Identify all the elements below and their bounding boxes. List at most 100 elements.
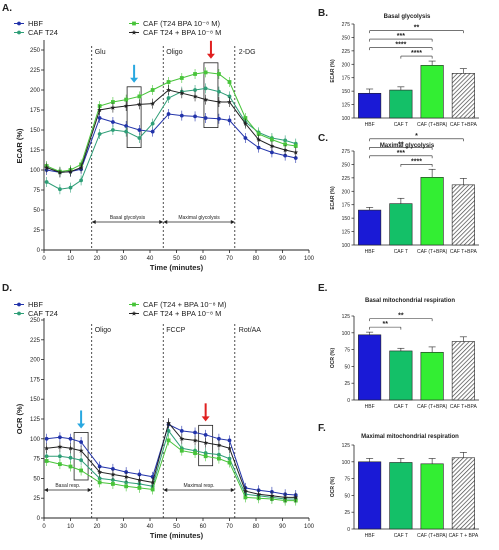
highlight-box-a (126, 86, 142, 149)
data-point-d-3 (282, 494, 288, 500)
data-point-a-3 (78, 165, 84, 170)
injection-label-a: Glu (95, 49, 106, 56)
data-point-d-0 (137, 472, 142, 477)
data-point-a-2 (137, 94, 142, 99)
y-tick-label-e: 25 (344, 381, 350, 387)
data-point-a-1 (193, 88, 197, 92)
x-tick-label-d: 40 (147, 524, 154, 530)
data-point-d-0 (44, 436, 49, 441)
y-tick-label-a: 175 (30, 108, 41, 114)
data-point-a-2 (203, 70, 208, 75)
data-point-d-3 (136, 477, 142, 483)
data-point-a-2 (217, 72, 221, 76)
y-tick-label-e: 0 (347, 398, 350, 404)
y-axis-label-f: OCR (%) (330, 477, 336, 498)
y-tick-label-d: 250 (30, 318, 41, 324)
data-point-d-3 (203, 440, 209, 445)
x-tick-label-a: 20 (94, 256, 101, 262)
legend-marker-3 (131, 29, 137, 35)
data-point-d-2 (79, 468, 83, 473)
y-tick-label-e: 75 (344, 348, 350, 354)
bar-c-3 (451, 184, 475, 246)
data-point-a-3 (242, 121, 248, 126)
y-tick-label-f: 100 (342, 460, 351, 466)
data-point-a-2 (283, 142, 288, 147)
category-label-c-0: HBF (365, 249, 375, 255)
data-point-d-2 (44, 459, 49, 463)
data-point-a-0 (270, 150, 274, 155)
x-axis-label-a: Time (minutes) (150, 263, 204, 272)
bar-f-3 (451, 457, 475, 530)
data-point-a-3 (282, 147, 288, 153)
category-label-c-1: CAF T (394, 249, 408, 255)
y-tick-label-c: 225 (342, 176, 351, 182)
legend-marker-1 (17, 311, 21, 316)
x-tick-label-a: 60 (200, 256, 207, 262)
y-tick-label-c: 150 (342, 216, 351, 222)
data-point-d-1 (58, 454, 62, 459)
y-tick-label-d: 200 (30, 358, 41, 364)
y-tick-label-b: 100 (342, 116, 351, 122)
panel-label-c: C. (318, 133, 328, 144)
data-point-a-0 (97, 116, 102, 120)
data-point-a-1 (166, 96, 171, 100)
highlight-box-a (203, 62, 219, 129)
data-point-d-0 (79, 440, 83, 444)
data-point-d-0 (68, 436, 73, 441)
marker-arrowhead-a (206, 53, 215, 59)
x-tick-label-a: 0 (42, 256, 46, 262)
data-point-d-3 (110, 471, 116, 477)
category-label-b-2: CAF (T+BPA) (417, 122, 448, 128)
x-tick-label-d: 30 (120, 524, 127, 530)
y-tick-label-c: 100 (342, 243, 351, 249)
x-tick-label-d: 80 (253, 524, 260, 530)
data-point-a-1 (111, 128, 115, 132)
data-point-a-3 (110, 105, 116, 110)
data-point-a-1 (79, 178, 83, 183)
data-point-a-2 (150, 88, 155, 92)
data-point-a-3 (293, 149, 299, 155)
data-point-a-0 (203, 116, 208, 120)
legend-marker-0 (17, 302, 21, 307)
data-point-a-1 (137, 136, 142, 140)
y-tick-label-e: 50 (344, 364, 350, 370)
data-point-a-0 (124, 124, 129, 128)
data-point-a-3 (256, 137, 262, 142)
y-tick-label-c: 250 (342, 162, 351, 168)
y-tick-label-e: 125 (342, 314, 351, 320)
data-point-a-3 (166, 87, 172, 93)
data-point-a-0 (243, 136, 248, 140)
significance-label-b: *** (397, 33, 405, 40)
data-point-d-1 (68, 455, 73, 460)
x-tick-label-d: 10 (67, 524, 74, 530)
panel-label-b: B. (318, 8, 328, 19)
data-point-d-0 (58, 435, 62, 440)
y-tick-label-d: 75 (33, 457, 40, 463)
category-label-c-3: CAF T+BPA (450, 249, 478, 255)
data-point-d-0 (193, 430, 197, 435)
injection-label-a: Oligo (166, 49, 182, 56)
data-point-a-3 (216, 99, 222, 105)
y-tick-label-d: 100 (30, 437, 41, 443)
data-point-a-0 (256, 145, 261, 150)
data-point-a-3 (44, 165, 50, 170)
data-point-d-3 (97, 469, 103, 475)
data-point-a-3 (192, 93, 198, 99)
x-tick-label-a: 70 (226, 256, 233, 262)
data-point-a-2 (293, 144, 298, 148)
significance-label-c: ** (398, 141, 404, 148)
category-label-e-0: HBF (365, 404, 375, 410)
y-tick-label-d: 50 (33, 476, 40, 482)
y-tick-label-f: 50 (344, 493, 350, 499)
significance-label-c: **** (411, 158, 422, 165)
y-tick-label-a: 50 (33, 208, 40, 214)
legend-marker-2 (132, 21, 136, 26)
data-point-d-0 (227, 438, 232, 443)
significance-label-b: ** (414, 25, 420, 32)
data-point-d-3 (192, 437, 198, 443)
data-point-d-0 (203, 432, 208, 437)
y-tick-label-d: 0 (37, 516, 41, 522)
legend-marker-3 (131, 310, 137, 316)
bar-b-0 (358, 92, 382, 119)
